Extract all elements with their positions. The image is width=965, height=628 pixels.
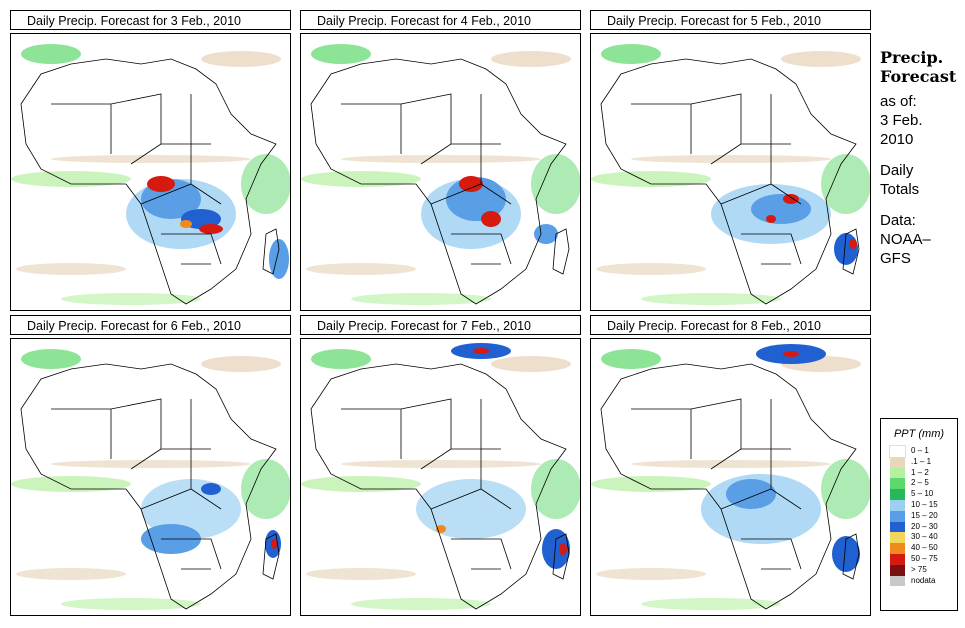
precip-map <box>10 33 291 311</box>
legend-swatch <box>890 543 905 554</box>
panel-title: Daily Precip. Forecast for 4 Feb., 2010 <box>300 10 581 30</box>
asof-year: 2010 <box>880 131 914 148</box>
sidebar-heading: Precip. <box>880 48 944 67</box>
legend-title: PPT (mm) <box>893 428 945 440</box>
legend-item: > 75 <box>881 564 957 576</box>
panel-title: Daily Precip. Forecast for 8 Feb., 2010 <box>590 315 871 335</box>
legend-swatch <box>890 467 905 479</box>
legend-label: 10 – 15 <box>911 499 938 509</box>
legend-swatch <box>890 489 905 500</box>
legend-swatch <box>890 499 905 511</box>
legend-swatch <box>890 564 905 576</box>
legend-label: 5 – 10 <box>911 489 934 499</box>
rain-region-central <box>416 343 570 569</box>
legend-item: 10 – 15 <box>881 499 957 511</box>
legend-item: 30 – 40 <box>881 532 957 544</box>
legend-swatch <box>890 478 905 490</box>
legend-label: .1 – 1 <box>911 456 932 466</box>
sidebar-heading: Forecast <box>880 67 957 86</box>
daily-label: Daily <box>880 162 914 179</box>
data-label: Data: <box>880 212 916 229</box>
legend-item: 2 – 5 <box>881 478 957 490</box>
rain-region-central <box>701 344 860 572</box>
rain-region-central <box>141 479 281 558</box>
totals-label: Totals <box>880 181 920 198</box>
legend-label: 0 – 1 <box>911 446 929 455</box>
forecast-panel-feb6: Daily Precip. Forecast for 6 Feb., 2010 <box>10 315 291 616</box>
rain-region-central <box>421 176 558 249</box>
legend-item: .1 – 1 <box>881 456 957 468</box>
legend-label: 20 – 30 <box>911 521 938 531</box>
forecast-panel-feb7: Daily Precip. Forecast for 7 Feb., 2010 <box>300 315 581 616</box>
forecast-panel-feb4: Daily Precip. Forecast for 4 Feb., 2010 <box>300 10 581 311</box>
panel-title: Daily Precip. Forecast for 6 Feb., 2010 <box>10 315 291 335</box>
forecast-panel-feb8: Daily Precip. Forecast for 8 Feb., 2010 <box>590 315 871 616</box>
legend-item: 0 – 1 <box>881 445 957 458</box>
legend-item: 1 – 2 <box>881 467 957 479</box>
legend-label: 1 – 2 <box>911 467 929 477</box>
legend-label: nodata <box>911 575 936 585</box>
legend-swatch <box>890 553 905 565</box>
forecast-panel-feb5: Daily Precip. Forecast for 5 Feb., 2010 <box>590 10 871 311</box>
rain-region-central <box>711 184 858 265</box>
legend-label: 50 – 75 <box>911 553 938 563</box>
asof-date: 3 Feb. <box>880 112 923 129</box>
legend-item: 40 – 50 <box>881 543 957 554</box>
legend-label: 30 – 40 <box>911 532 938 542</box>
legend-label: 15 – 20 <box>911 510 938 520</box>
precip-map <box>300 338 581 616</box>
forecast-panel-feb3: Daily Precip. Forecast for 3 Feb., 2010 <box>10 10 291 311</box>
legend-swatch <box>890 510 905 522</box>
precip-map <box>590 33 871 311</box>
data-source: NOAA– <box>880 231 931 248</box>
legend-swatch <box>890 521 905 533</box>
legend-label: 2 – 5 <box>911 478 929 488</box>
legend-item: nodata <box>881 575 957 587</box>
precip-map <box>300 33 581 311</box>
legend-swatch <box>890 532 905 544</box>
legend-swatch <box>890 575 905 587</box>
asof-label: as of: <box>880 93 917 110</box>
legend-item: 15 – 20 <box>881 510 957 522</box>
legend-item: 5 – 10 <box>881 489 957 500</box>
precip-map <box>10 338 291 616</box>
panel-title: Daily Precip. Forecast for 3 Feb., 2010 <box>10 10 291 30</box>
panel-title: Daily Precip. Forecast for 5 Feb., 2010 <box>590 10 871 30</box>
precip-map <box>590 338 871 616</box>
panel-title: Daily Precip. Forecast for 7 Feb., 2010 <box>300 315 581 335</box>
legend-swatch <box>890 456 905 468</box>
legend-label: 40 – 50 <box>911 543 938 553</box>
data-source-model: GFS <box>880 250 911 267</box>
legend-swatch <box>889 445 906 458</box>
legend-item: 20 – 30 <box>881 521 957 533</box>
forecast-info-sidebar: Precip. Forecast as of: 3 Feb. 2010 Dail… <box>880 48 965 268</box>
legend-label: > 75 <box>911 564 927 574</box>
legend-item: 50 – 75 <box>881 553 957 565</box>
